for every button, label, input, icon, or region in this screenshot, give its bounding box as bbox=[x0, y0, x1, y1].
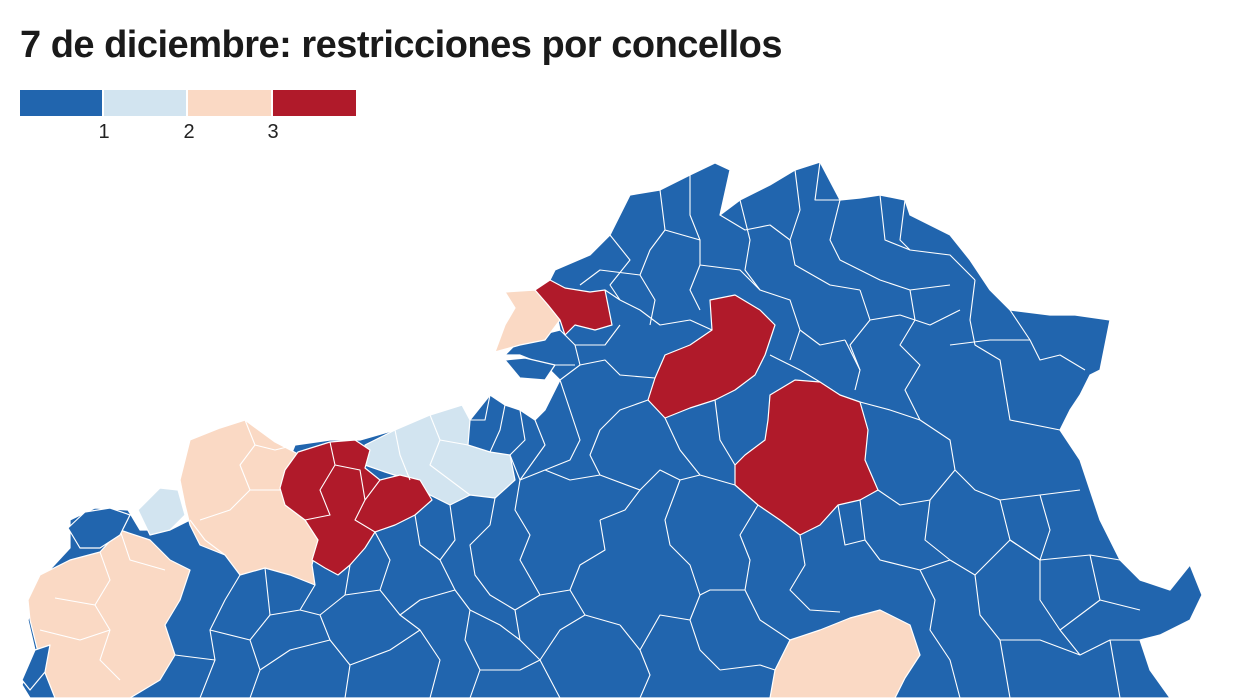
region-level4-east bbox=[734, 379, 879, 536]
island-west bbox=[67, 507, 131, 549]
coast-fragment-north bbox=[504, 357, 556, 381]
legend-tick-3: 3 bbox=[267, 121, 279, 143]
region-base bbox=[21, 161, 1203, 698]
municipality-borders bbox=[39, 161, 1141, 698]
legend-swatch-level-1 bbox=[20, 90, 102, 116]
region-level4-north bbox=[534, 279, 613, 336]
legend: 1 2 3 bbox=[20, 90, 360, 145]
legend-tick-1: 1 bbox=[98, 121, 110, 143]
legend-swatch-level-3 bbox=[188, 90, 271, 116]
region-level2-west bbox=[137, 487, 186, 536]
legend-swatch-level-2 bbox=[104, 90, 186, 116]
map-title: 7 de diciembre: restricciones por concel… bbox=[20, 24, 783, 66]
legend-swatch-level-4 bbox=[273, 90, 356, 116]
coast-fragment-sw bbox=[21, 644, 51, 691]
legend-tick-2: 2 bbox=[183, 121, 195, 143]
region-level3-east bbox=[769, 609, 921, 698]
region-level4-center bbox=[647, 294, 776, 419]
